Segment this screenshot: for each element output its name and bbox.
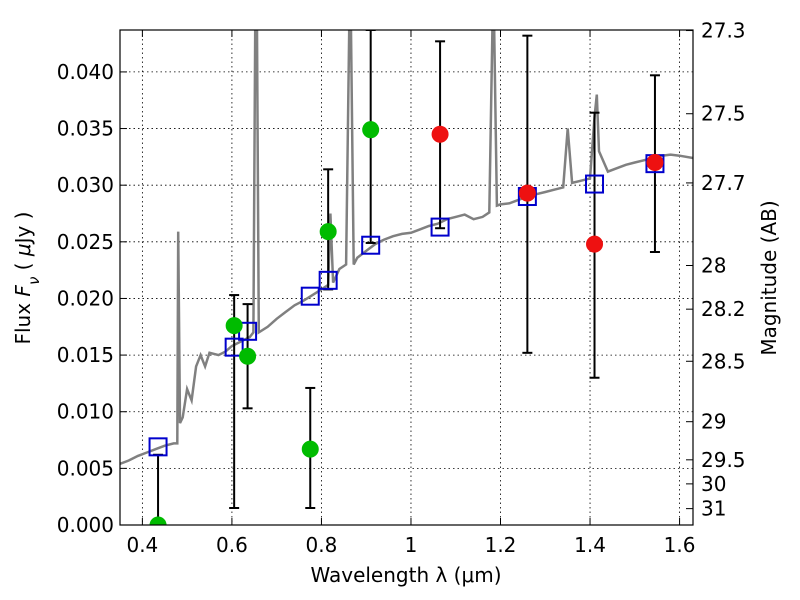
model-band-square — [148, 437, 168, 457]
x-tick-label: 1.2 — [485, 533, 517, 557]
model-band-markers — [148, 154, 665, 457]
y-tick-label: 0.040 — [57, 60, 114, 84]
x-tick-label: 0.4 — [126, 533, 158, 557]
y-axis-title: Flux Fν ( μJy ) — [11, 211, 43, 344]
magnitude-tick-label: 31 — [701, 497, 726, 521]
x-tick-label: 1.4 — [574, 533, 606, 557]
magnitude-tick-label: 28.5 — [701, 349, 746, 373]
detection-green-point — [225, 317, 243, 335]
model-band-square — [300, 286, 320, 306]
detection-green-point — [319, 223, 337, 241]
magnitude-tick-label: 29 — [701, 410, 726, 434]
magnitude-tick-label: 30 — [701, 472, 726, 496]
y-tick-label: 0.010 — [57, 400, 114, 424]
model-band-square — [361, 235, 381, 255]
plot-area — [120, 30, 693, 525]
model-spectrum-line — [120, 30, 693, 465]
model-band-square — [430, 217, 450, 237]
x-tick-label: 0.8 — [306, 533, 338, 557]
y-tick-label: 0.020 — [57, 286, 114, 310]
x-tick-label: 0.6 — [216, 533, 248, 557]
detection-red-point — [518, 184, 536, 202]
y-axis-ticks: 0.000 0.005 0.010 0.015 0.020 0.025 0.030 0.035… — [57, 60, 127, 537]
y-tick-label: 0.035 — [57, 117, 114, 141]
y-tick-label: 0.005 — [57, 456, 114, 480]
y-tick-label: 0.030 — [57, 173, 114, 197]
magnitude-tick-label: 27.7 — [701, 171, 746, 195]
detection-green-point — [149, 516, 167, 525]
detection-green-point — [301, 440, 319, 458]
detection-red-point — [431, 125, 449, 143]
magnitude-axis-title: Magnitude (AB) — [757, 200, 781, 355]
magnitude-tick-label: 29.5 — [701, 448, 746, 472]
magnitude-tick-label: 28.2 — [701, 297, 746, 321]
x-tick-label: 1.6 — [664, 533, 696, 557]
detection-red-point — [586, 235, 604, 253]
x-axis-ticks: 0.4 0.6 0.8 1 1.2 1.4 1.6 — [126, 30, 695, 557]
magnitude-tick-label: 27.5 — [701, 102, 746, 126]
x-tick-label: 1 — [405, 533, 418, 557]
model-band-square — [224, 337, 244, 357]
y-tick-label: 0.015 — [57, 343, 114, 367]
magnitude-tick-label: 28 — [701, 254, 726, 278]
detection-green-point — [239, 347, 257, 365]
model-band-square — [585, 174, 605, 194]
y-tick-label: 0.000 — [57, 513, 114, 537]
x-axis-title: Wavelength λ (μm) — [310, 563, 501, 587]
detection-markers — [149, 121, 664, 525]
model-band-square — [318, 270, 338, 290]
magnitude-tick-label: 27.3 — [701, 19, 746, 43]
plot-frame — [119, 29, 694, 526]
detection-red-point — [646, 154, 664, 172]
y-tick-label: 0.025 — [57, 230, 114, 254]
detection-green-point — [362, 121, 380, 139]
